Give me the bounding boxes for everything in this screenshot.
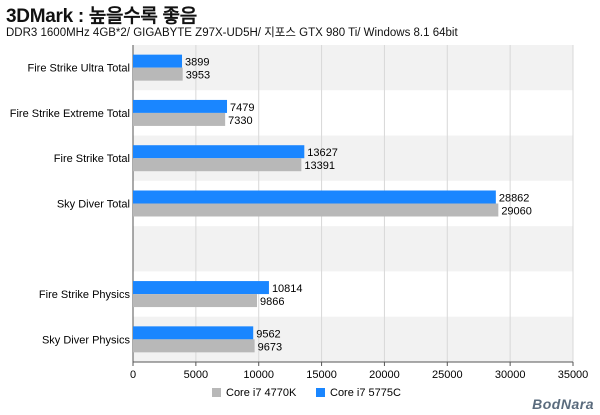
bar [133, 339, 255, 353]
bar [133, 54, 183, 68]
bar [133, 281, 269, 295]
x-tick-label: 15000 [306, 369, 337, 381]
category-label: Sky Diver Total [57, 199, 130, 211]
data-label: 10814 [272, 283, 303, 295]
category-label: Fire Strike Ultra Total [28, 63, 131, 75]
x-tick-label: 35000 [558, 369, 589, 381]
x-tick-label: 10000 [243, 369, 274, 381]
data-label: 7479 [230, 102, 254, 114]
x-tick-label: 0 [130, 369, 136, 381]
bar [133, 294, 258, 308]
x-tick-label: 20000 [369, 369, 400, 381]
data-label: 9866 [260, 296, 284, 308]
bar [133, 326, 254, 340]
legend-swatch [212, 388, 221, 397]
bar [133, 203, 499, 217]
data-label: 7330 [228, 115, 252, 127]
x-tick-label: 5000 [184, 369, 208, 381]
category-label: Fire Strike Extreme Total [10, 108, 130, 120]
legend-label: Core i7 4770K [226, 387, 297, 399]
data-label: 13627 [307, 147, 338, 159]
chart-subtitle: DDR3 1600MHz 4GB*2/ GIGABYTE Z97X-UD5H/ … [6, 27, 458, 39]
bar [133, 67, 183, 81]
bar [133, 112, 226, 126]
x-tick-label: 30000 [495, 369, 526, 381]
data-label: 3899 [185, 57, 209, 69]
row-band [133, 45, 573, 91]
bar [133, 145, 305, 159]
data-label: 28862 [499, 193, 530, 205]
data-label: 13391 [304, 160, 335, 172]
bar [133, 99, 228, 113]
x-tick-label: 25000 [432, 369, 463, 381]
data-label: 29060 [501, 206, 532, 218]
category-label: Fire Strike Physics [39, 289, 131, 301]
bar [133, 158, 302, 172]
bar [133, 190, 496, 204]
data-label: 3953 [186, 70, 210, 82]
category-label: Sky Diver Physics [42, 334, 131, 346]
chart-title: 3DMark : 높을수록 좋음 [6, 6, 197, 27]
data-label: 9673 [258, 341, 282, 353]
legend-swatch [316, 388, 325, 397]
bodnara-logo: BodNara [532, 396, 594, 412]
row-band [133, 226, 573, 272]
legend-label: Core i7 5775C [330, 387, 401, 399]
data-label: 9562 [256, 328, 280, 340]
category-label: Fire Strike Total [54, 153, 130, 165]
